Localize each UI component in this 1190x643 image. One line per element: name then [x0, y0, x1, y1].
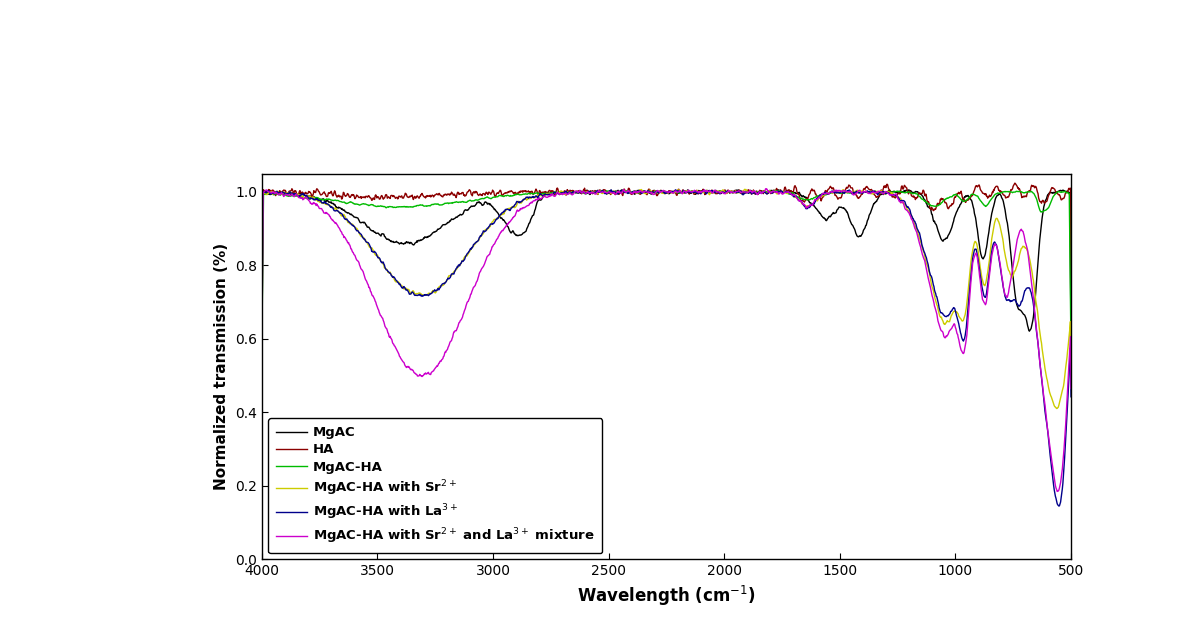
HA	[679, 188, 694, 196]
MgAC-HA with Sr$^{2+}$ and La$^{3+}$ mixture	[1064, 385, 1078, 392]
Line: MgAC-HA with Sr$^{2+}$ and La$^{3+}$ mixture: MgAC-HA with Sr$^{2+}$ and La$^{3+}$ mix…	[262, 189, 1071, 491]
HA	[451, 188, 465, 196]
MgAC-HA with Sr$^{2+}$	[738, 185, 752, 193]
MgAC-HA with Sr$^{2+}$	[679, 187, 694, 195]
MgAC-HA with La$^{3+}$	[1052, 502, 1066, 510]
MgAC-HA with Sr$^{2+}$ and La$^{3+}$ mixture	[628, 188, 643, 195]
HA	[1052, 191, 1066, 199]
MgAC-HA	[255, 346, 269, 354]
HA	[533, 188, 547, 196]
HA	[1008, 179, 1022, 187]
MgAC	[451, 212, 465, 220]
MgAC	[1052, 187, 1066, 195]
Line: MgAC: MgAC	[262, 190, 1071, 339]
Y-axis label: Normalized transmission (%): Normalized transmission (%)	[214, 243, 230, 490]
MgAC-HA with Sr$^{2+}$ and La$^{3+}$ mixture	[758, 185, 772, 193]
MgAC-HA with Sr$^{2+}$ and La$^{3+}$ mixture	[255, 372, 269, 380]
MgAC-HA with Sr$^{2+}$	[1053, 397, 1067, 404]
MgAC-HA with Sr$^{2+}$	[255, 372, 269, 380]
MgAC-HA with Sr$^{2+}$	[1064, 375, 1078, 383]
MgAC	[771, 186, 785, 194]
HA	[255, 311, 269, 319]
MgAC	[912, 190, 926, 197]
MgAC-HA	[1064, 346, 1078, 354]
Legend: MgAC, HA, MgAC-HA, MgAC-HA with Sr$^{2+}$, MgAC-HA with La$^{3+}$, MgAC-HA with : MgAC, HA, MgAC-HA, MgAC-HA with Sr$^{2+}…	[268, 419, 602, 553]
MgAC	[679, 188, 694, 195]
MgAC-HA with Sr$^{2+}$ and La$^{3+}$ mixture	[1051, 487, 1065, 495]
MgAC	[533, 196, 547, 204]
MgAC-HA	[912, 192, 926, 200]
MgAC-HA with Sr$^{2+}$ and La$^{3+}$ mixture	[679, 189, 694, 197]
MgAC-HA	[679, 188, 694, 195]
MgAC-HA with La$^{3+}$	[679, 188, 694, 195]
Line: HA: HA	[262, 183, 1071, 315]
MgAC-HA	[533, 190, 547, 197]
MgAC-HA with La$^{3+}$	[1053, 500, 1067, 508]
MgAC-HA	[451, 199, 465, 206]
MgAC	[255, 335, 269, 343]
MgAC-HA with La$^{3+}$	[255, 372, 269, 380]
MgAC-HA with Sr$^{2+}$ and La$^{3+}$ mixture	[912, 237, 926, 245]
MgAC-HA with La$^{3+}$	[628, 188, 643, 195]
MgAC-HA	[628, 188, 643, 196]
HA	[1064, 307, 1078, 314]
MgAC-HA with Sr$^{2+}$ and La$^{3+}$ mixture	[451, 323, 465, 331]
X-axis label: Wavelength (cm$^{-1}$): Wavelength (cm$^{-1}$)	[577, 584, 756, 608]
MgAC-HA	[1052, 188, 1066, 195]
MgAC-HA	[678, 186, 693, 194]
MgAC-HA with Sr$^{2+}$ and La$^{3+}$ mixture	[1053, 482, 1067, 489]
MgAC-HA with La$^{3+}$	[912, 228, 926, 236]
MgAC-HA with La$^{3+}$	[1064, 393, 1078, 401]
HA	[628, 187, 643, 195]
Line: MgAC-HA with La$^{3+}$: MgAC-HA with La$^{3+}$	[262, 190, 1071, 506]
MgAC-HA with La$^{3+}$	[533, 190, 547, 198]
MgAC-HA with Sr$^{2+}$	[628, 188, 643, 196]
Line: MgAC-HA: MgAC-HA	[262, 190, 1071, 350]
MgAC-HA with Sr$^{2+}$	[533, 192, 547, 199]
MgAC	[628, 190, 643, 197]
Line: MgAC-HA with Sr$^{2+}$: MgAC-HA with Sr$^{2+}$	[262, 189, 1071, 408]
MgAC-HA with La$^{3+}$	[669, 186, 683, 194]
MgAC-HA with La$^{3+}$	[451, 263, 465, 271]
HA	[912, 191, 926, 199]
MgAC	[1064, 335, 1078, 343]
MgAC-HA with Sr$^{2+}$	[451, 264, 465, 271]
MgAC-HA with Sr$^{2+}$ and La$^{3+}$ mixture	[533, 195, 547, 203]
MgAC-HA with Sr$^{2+}$	[1050, 404, 1064, 412]
MgAC-HA with Sr$^{2+}$	[912, 233, 926, 240]
